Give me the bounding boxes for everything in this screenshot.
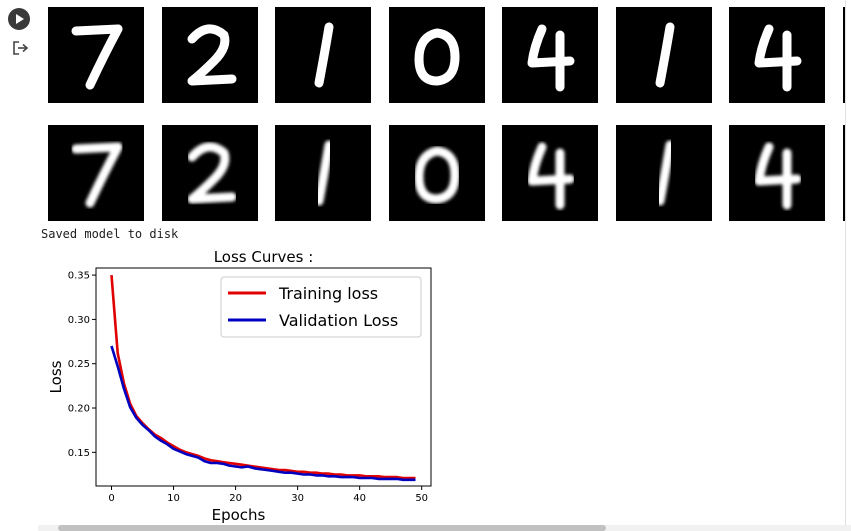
reconstructed-digit-image [162,125,258,221]
clipped-image-edge [843,7,846,103]
vertical-scrollbar[interactable] [845,0,851,525]
play-circle-icon [16,14,24,24]
horizontal-scrollbar-thumb[interactable] [58,525,606,531]
x-axis-label: Epochs [212,506,266,524]
y-tick-label: 0.20 [68,404,90,415]
legend-label: Validation Loss [279,311,398,330]
loss-chart-svg: Loss Curves : 0 10 20 30 40 50 0.15 0.20 0.25 0.30… [47,248,432,524]
x-tick-label: 10 [167,493,180,504]
reconstructed-digit-image [616,125,712,221]
horizontal-scrollbar[interactable] [38,525,851,531]
original-digit-image [389,7,485,103]
x-tick-label: 20 [229,493,242,504]
series-line-validation-loss [110,345,416,482]
y-tick-label: 0.15 [68,448,90,459]
y-tick-label: 0.25 [68,359,90,370]
cell-output: Saved model to disk Loss Curves : 0 10 20 30… [38,0,851,531]
original-digit-image [729,7,825,103]
reconstructed-digit-image [275,125,371,221]
stdout-text: Saved model to disk [41,227,179,241]
legend-label: Training loss [278,284,378,303]
x-tick-label: 50 [415,493,428,504]
chart-title: Loss Curves : [214,248,314,266]
y-axis-label: Loss [47,360,65,393]
run-cell-button[interactable] [8,8,30,30]
clipped-image-edge [843,125,846,221]
x-tick-label: 40 [353,493,366,504]
legend-box [220,276,422,338]
reconstructed-digit-image [729,125,825,221]
output-redirect-icon[interactable] [10,38,30,58]
series-line-training-loss [110,274,416,480]
original-digit-image [162,7,258,103]
reconstructed-digit-image [389,125,485,221]
loss-chart: Loss Curves : 0 10 20 30 40 50 0.15 0.20 0.25 0.30… [38,244,458,526]
reconstructed-digit-image [48,125,144,221]
x-tick-label: 0 [108,493,114,504]
original-digit-image [502,7,598,103]
original-digit-image [616,7,712,103]
reconstructed-digit-image [502,125,598,221]
cell-gutter [0,0,38,531]
x-tick-label: 30 [291,493,304,504]
y-tick-label: 0.30 [68,315,90,326]
original-digit-image [48,7,144,103]
y-tick-label: 0.35 [68,271,90,282]
original-digit-image [275,7,371,103]
